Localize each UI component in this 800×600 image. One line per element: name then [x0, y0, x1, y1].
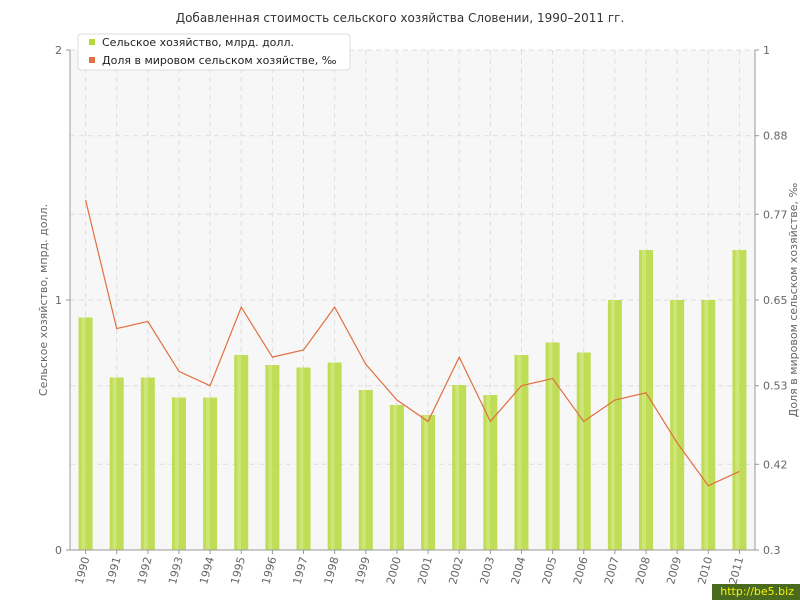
tick-label-right: 0.88 — [763, 130, 788, 143]
legend-label-bars: Сельское хозяйство, млрд. долл. — [102, 36, 294, 49]
y-axis-label-left: Сельское хозяйство, мпрд. долл. — [37, 204, 50, 396]
tick-label-x: 2011 — [727, 555, 747, 585]
tick-label-x: 1998 — [322, 555, 342, 585]
bar-highlight — [424, 415, 429, 550]
tick-label-x: 1995 — [228, 555, 248, 585]
bar-highlight — [579, 352, 584, 550]
tick-label-x: 1996 — [259, 555, 279, 585]
tick-label-x: 1991 — [104, 555, 124, 585]
bar-highlight — [174, 397, 179, 550]
chart-title: Добавленная стоимость сельского хозяйств… — [176, 11, 625, 25]
legend-swatch-line — [89, 57, 95, 63]
bar-highlight — [81, 317, 86, 550]
tick-label-right: 1 — [763, 44, 770, 57]
bar-highlight — [330, 362, 335, 550]
axes — [66, 49, 759, 554]
tick-label-left: 2 — [55, 44, 62, 57]
bar-highlight — [735, 250, 740, 550]
bar-highlight — [268, 365, 273, 550]
bar-highlight — [237, 355, 242, 550]
bar-highlight — [392, 405, 397, 550]
bar-highlight — [517, 355, 522, 550]
tick-label-right: 0.3 — [763, 544, 781, 557]
tick-label-x: 2010 — [695, 555, 715, 585]
tick-label-x: 2003 — [477, 555, 497, 585]
bar-highlight — [143, 377, 148, 550]
tick-label-x: 2001 — [415, 555, 435, 585]
bar-series — [78, 250, 747, 550]
tick-label-x: 1997 — [291, 555, 311, 585]
line-series-share — [84, 199, 740, 487]
legend-swatch-bars — [89, 39, 95, 45]
tick-label-right: 0.42 — [763, 458, 788, 471]
bar-highlight — [673, 300, 678, 550]
bar-highlight — [112, 377, 117, 550]
tick-label-x: 1990 — [73, 555, 93, 585]
bar-highlight — [548, 342, 553, 550]
bar-highlight — [642, 250, 647, 550]
bar-highlight — [704, 300, 709, 550]
tick-label-x: 2006 — [571, 555, 591, 585]
legend-box — [77, 33, 351, 71]
tick-label-right: 0.65 — [763, 294, 788, 307]
tick-label-x: 1994 — [197, 555, 217, 585]
tick-label-x: 2009 — [664, 555, 684, 585]
tick-label-left: 0 — [55, 544, 62, 557]
tick-label-right: 0.77 — [763, 208, 788, 221]
tick-label-x: 2005 — [540, 555, 560, 585]
tick-label-x: 2002 — [446, 555, 466, 585]
legend-label-line: Доля в мировом сельском хозяйстве, ‰ — [102, 54, 337, 67]
tick-label-right: 0.53 — [763, 380, 788, 393]
tick-label-x: 1993 — [166, 555, 186, 585]
bar-highlight — [486, 395, 491, 550]
tick-label-x: 2008 — [633, 555, 653, 585]
tick-label-x: 2000 — [384, 555, 404, 585]
tick-label-x: 1992 — [135, 555, 155, 585]
tick-label-x: 2007 — [602, 555, 622, 585]
bar-highlight — [361, 390, 366, 550]
bar-highlight — [206, 397, 211, 550]
y-axis-label-right: Доля в мировом сельском хозяйстве, ‰ — [787, 183, 800, 418]
bar-highlight — [455, 385, 460, 550]
tick-label-left: 1 — [55, 294, 62, 307]
tick-label-x: 2004 — [509, 555, 529, 585]
legend: Сельское хозяйство, млрд. долл. Доля в м… — [77, 33, 351, 71]
watermark: http://be5.biz — [712, 584, 800, 600]
bar-highlight — [610, 300, 615, 550]
bar-highlight — [299, 367, 304, 550]
tick-label-x: 1999 — [353, 555, 373, 585]
